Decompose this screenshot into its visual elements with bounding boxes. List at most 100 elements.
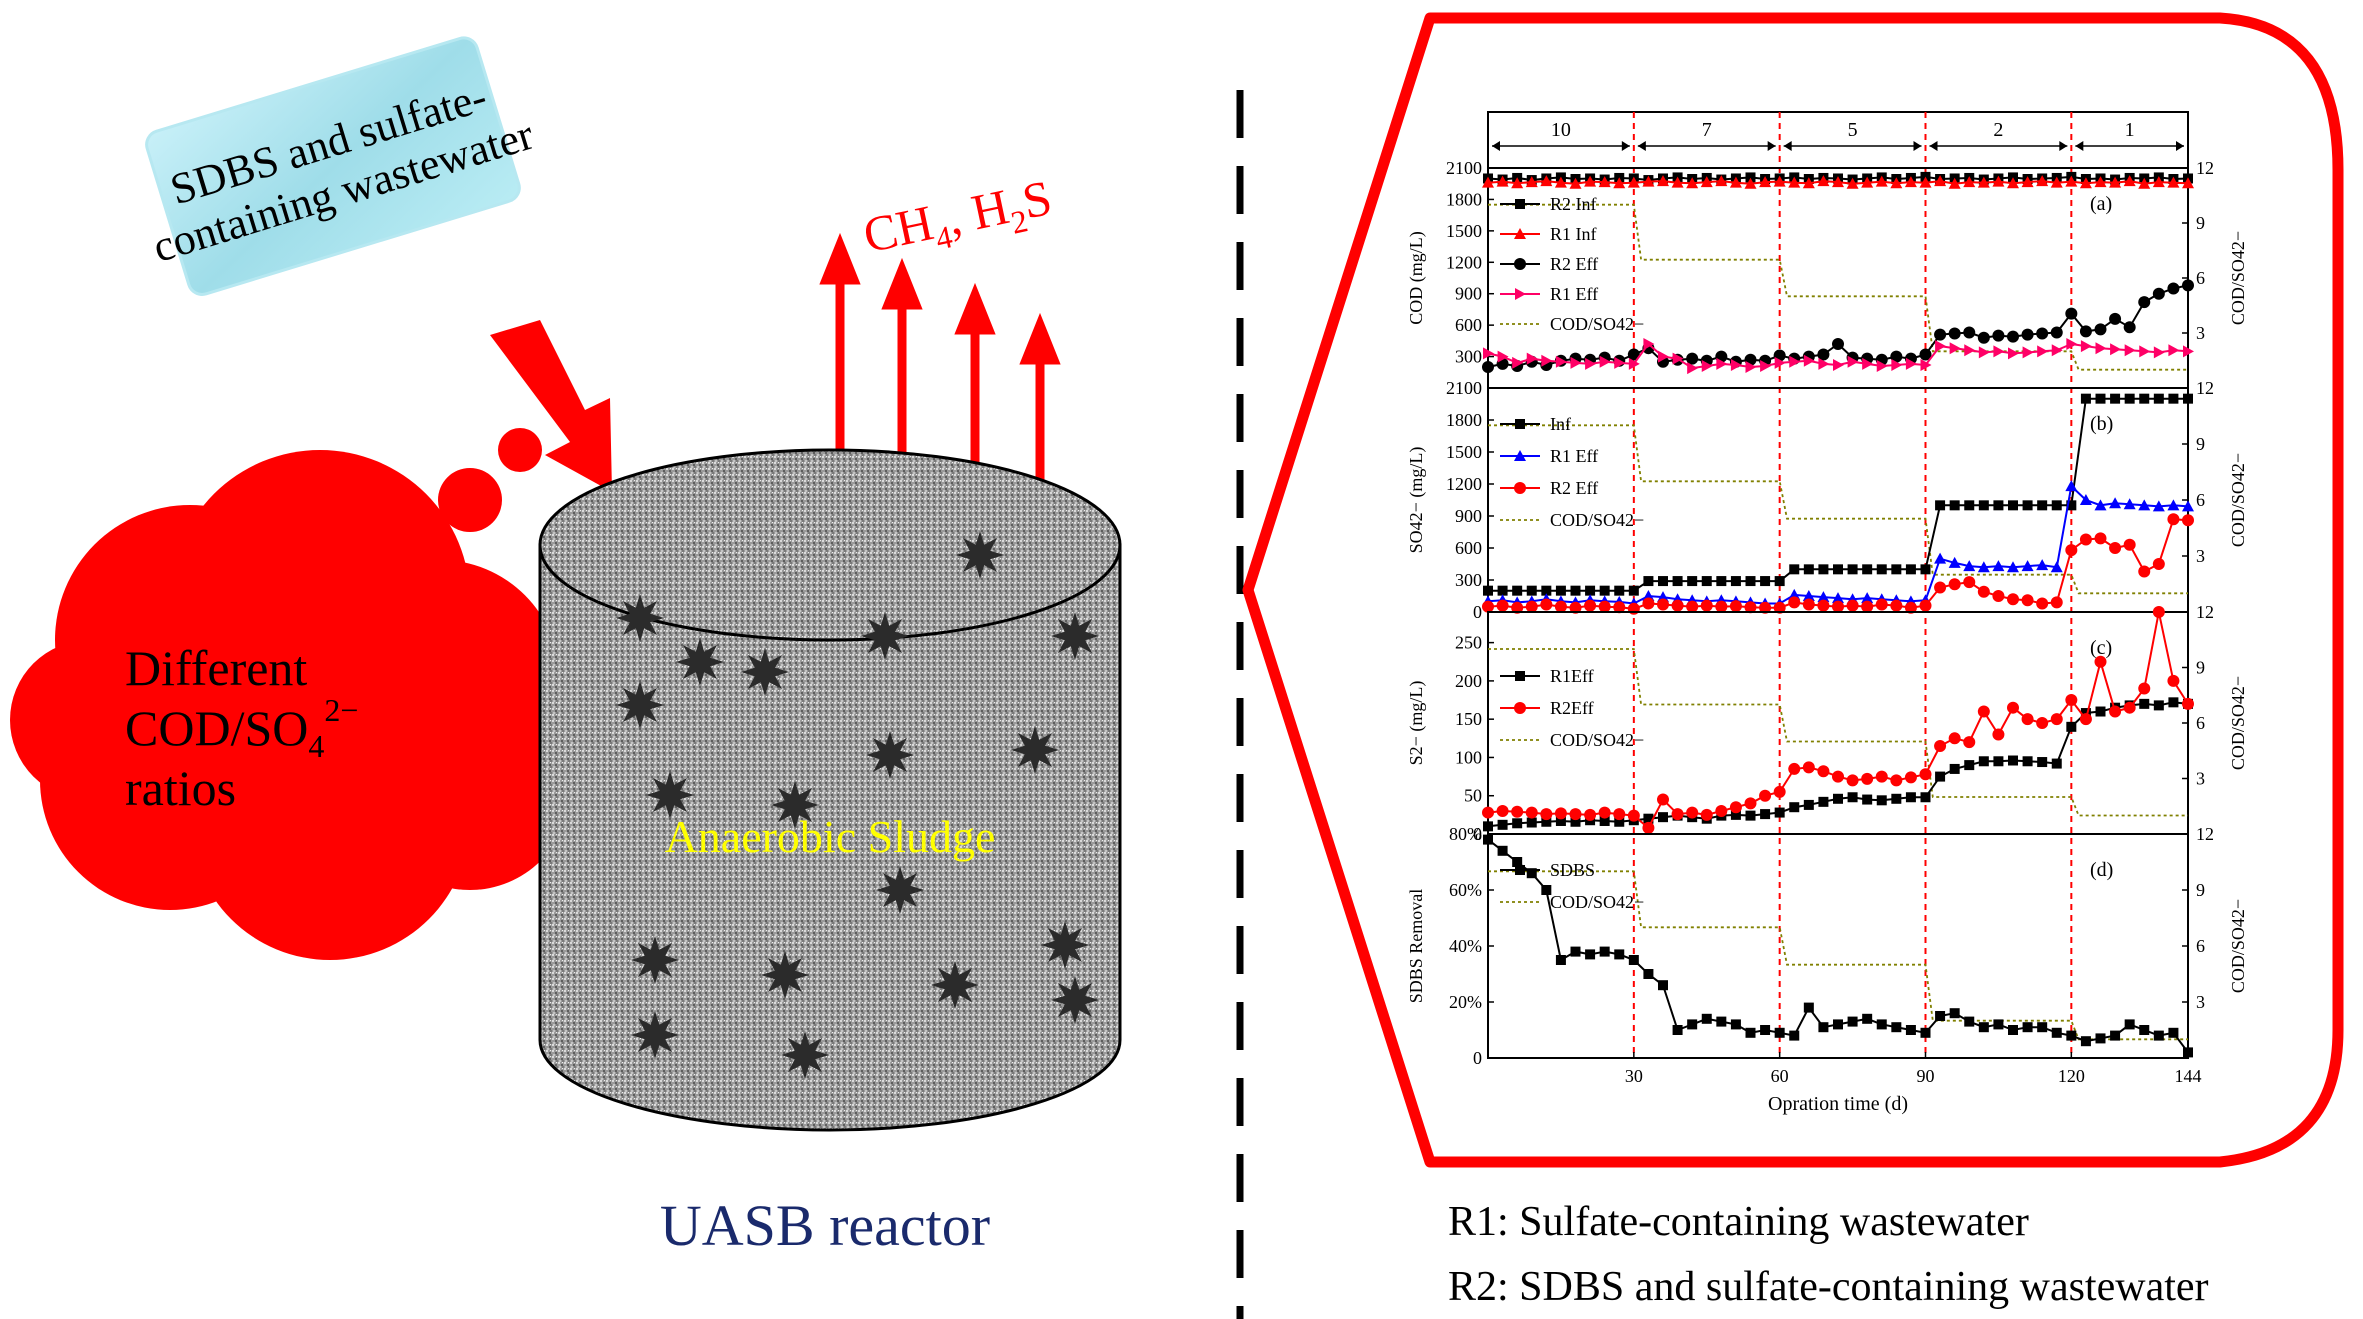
data-point	[1920, 358, 1932, 371]
data-point	[1817, 765, 1830, 778]
data-point	[1760, 360, 1772, 372]
data-point	[2065, 307, 2078, 320]
data-point	[1949, 500, 1960, 511]
cloud-line2: COD/SO42−	[125, 692, 358, 764]
gas-arrows	[819, 232, 1061, 530]
data-point	[1977, 331, 1990, 344]
data-point	[1745, 576, 1756, 587]
data-point	[2051, 1027, 2062, 1038]
data-point	[1948, 327, 1961, 340]
data-point	[2066, 338, 2078, 350]
data-point	[2182, 697, 2194, 710]
data-point	[1789, 802, 1800, 813]
data-point	[1585, 949, 1596, 960]
data-point	[2110, 393, 2121, 404]
y-axis-label: SO42− (mg/L)	[1406, 447, 1427, 554]
data-point	[1935, 771, 1946, 782]
data-point	[1977, 585, 1990, 598]
data-point	[1803, 1002, 1814, 1013]
y2-tick-label: 9	[2196, 658, 2205, 678]
data-point	[2065, 544, 2078, 557]
data-point	[1497, 585, 1508, 596]
y-tick-label: 1500	[1446, 221, 1482, 241]
data-point	[1686, 352, 1699, 365]
data-point	[1759, 601, 1772, 614]
data-point	[1905, 792, 1916, 803]
data-point	[2124, 393, 2135, 404]
data-point	[2008, 347, 2019, 360]
data-point	[1934, 739, 1947, 752]
data-point	[2037, 757, 2048, 768]
sludge-granule	[956, 531, 1004, 579]
ratio-line	[1488, 870, 2188, 1041]
data-point	[2138, 177, 2151, 189]
data-point	[1555, 355, 1567, 368]
data-point	[1569, 808, 1582, 821]
data-point	[1745, 1027, 1756, 1038]
x-tick-label: 30	[1625, 1066, 1643, 1086]
sludge-granule	[861, 612, 909, 660]
data-point	[2021, 328, 2034, 341]
data-point	[1992, 329, 2005, 342]
data-point	[2051, 500, 2062, 511]
sludge-granule	[876, 866, 924, 914]
sludge-granule	[1051, 976, 1099, 1024]
data-point	[1729, 176, 1742, 188]
data-point	[1876, 360, 1888, 372]
data-point	[2036, 717, 2049, 729]
data-point	[2094, 655, 2107, 668]
data-point	[1788, 588, 1801, 600]
data-point	[1599, 815, 1610, 826]
data-point	[1599, 355, 1611, 368]
legend-note-r2: R2: SDBS and sulfate-containing wastewat…	[1448, 1264, 2209, 1310]
data-point	[2050, 326, 2063, 339]
data-point	[1745, 361, 1757, 374]
data-point	[2066, 500, 2077, 511]
x-tick-label: 60	[1771, 1066, 1789, 1086]
data-point	[1992, 728, 2005, 741]
data-point	[1760, 1025, 1771, 1035]
data-point	[1483, 821, 1493, 832]
data-point	[1554, 176, 1567, 188]
data-point	[2095, 1033, 2106, 1044]
y2-tick-label: 3	[2196, 546, 2205, 566]
legend-label: COD/SO42−	[1550, 730, 1644, 750]
data-point	[2138, 682, 2151, 695]
data-point	[1642, 590, 1655, 601]
legend-label: R2 Inf	[1550, 194, 1597, 214]
data-point	[1744, 797, 1757, 810]
data-point	[1977, 561, 1990, 573]
data-point	[1540, 808, 1553, 821]
data-point	[1832, 600, 1844, 613]
data-point	[2152, 176, 2165, 188]
data-point	[1949, 763, 1960, 774]
y2-tick-label: 3	[2196, 323, 2205, 343]
data-point	[1525, 600, 1538, 613]
data-point	[1555, 585, 1566, 596]
legend-label: R1Eff	[1550, 666, 1594, 686]
data-point	[1861, 772, 1874, 785]
data-point	[1745, 810, 1756, 821]
data-point	[1628, 357, 1640, 370]
data-point	[1511, 805, 1524, 818]
data-point	[1846, 774, 1859, 787]
y2-axis-label: COD/SO42−	[2228, 231, 2248, 325]
data-point	[1846, 177, 1859, 189]
data-point	[2139, 393, 2150, 404]
data-point	[1716, 576, 1727, 587]
data-point	[2051, 758, 2062, 769]
y-tick-label: 80%	[1449, 824, 1482, 844]
data-point	[2050, 176, 2063, 188]
data-point	[1977, 176, 1990, 188]
uasb-reactor-cylinder: Anaerobic Sludge	[538, 448, 1122, 1132]
data-point	[1744, 601, 1757, 614]
data-point	[1512, 857, 1523, 867]
data-point	[1789, 1030, 1800, 1041]
data-point	[2123, 498, 2136, 510]
data-point	[1526, 817, 1537, 828]
y-tick-label: 20%	[1449, 992, 1482, 1012]
data-point	[1701, 576, 1712, 587]
data-point	[1948, 177, 1961, 189]
data-point	[1700, 599, 1713, 612]
data-point	[1496, 175, 1509, 187]
